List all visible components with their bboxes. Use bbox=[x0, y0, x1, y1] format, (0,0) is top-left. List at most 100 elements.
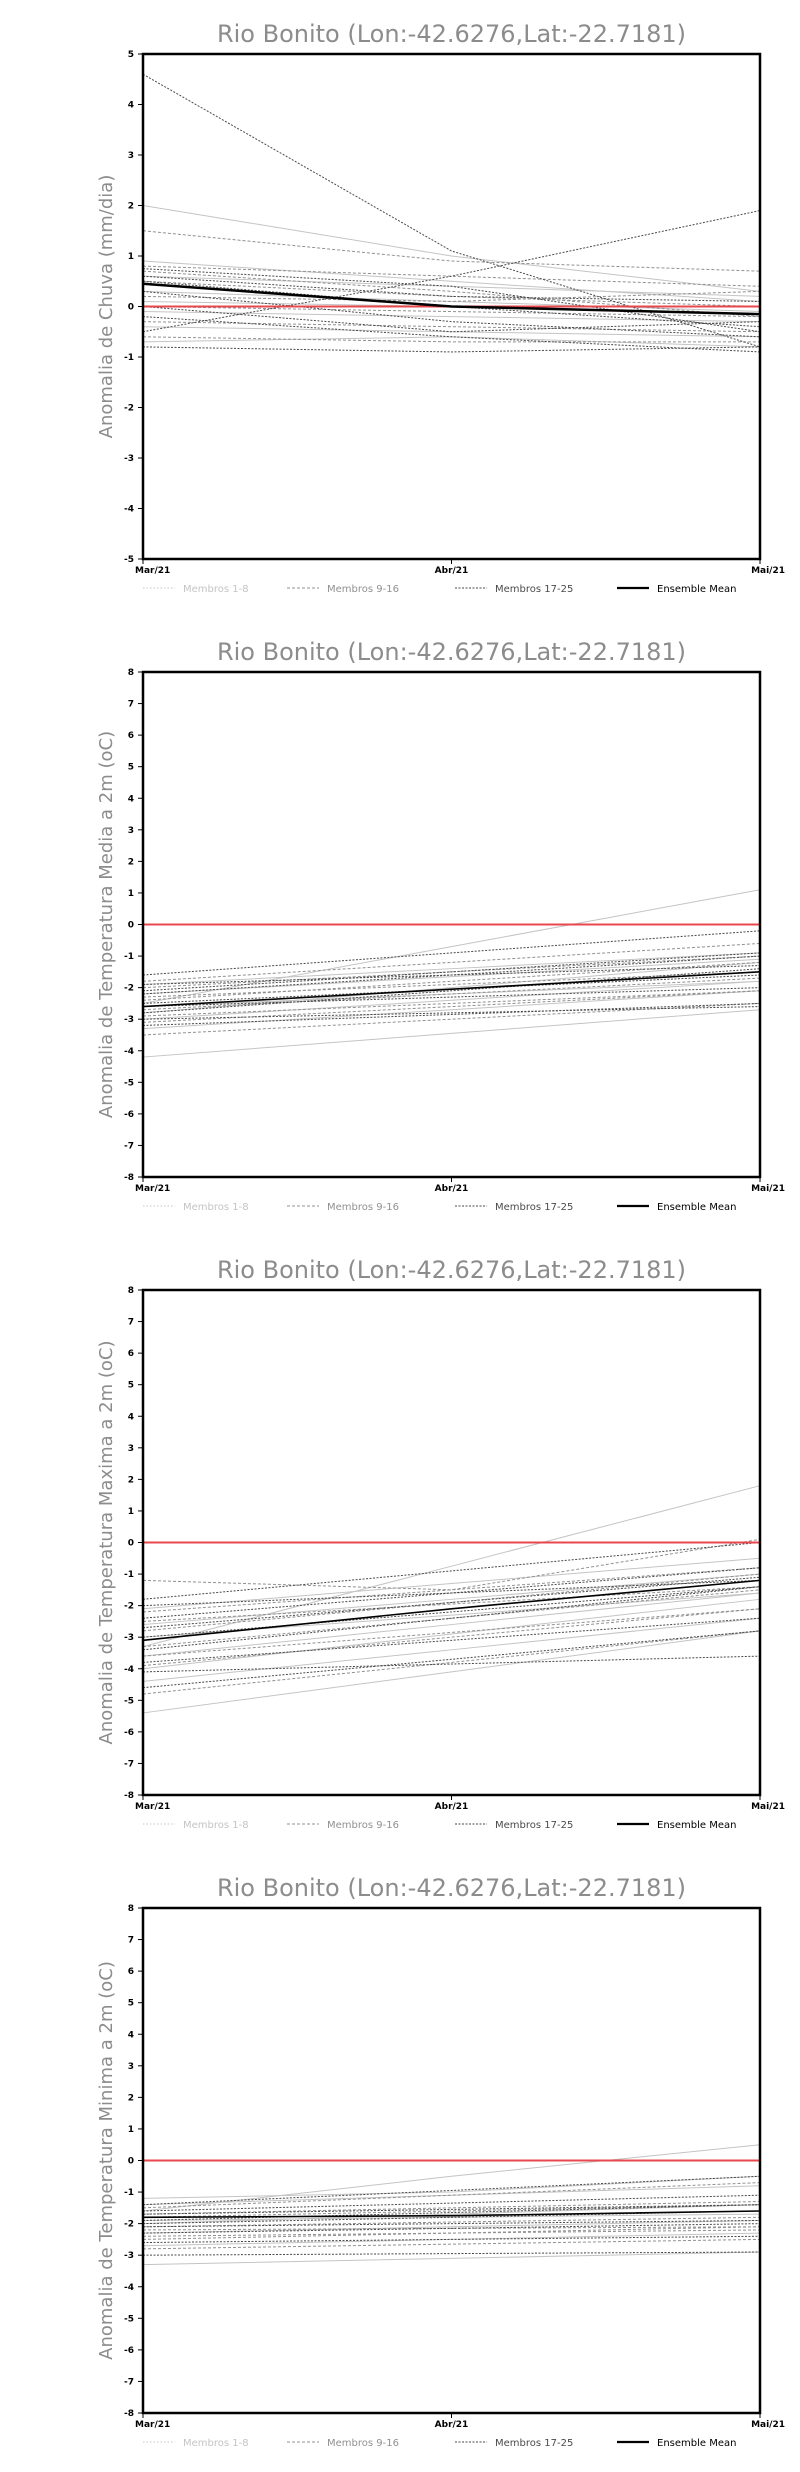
y-tick-label: 4 bbox=[128, 1412, 134, 1422]
x-tick-label: Mai/21 bbox=[751, 566, 785, 576]
series-line-members-17-25-25 bbox=[142, 275, 761, 302]
series-line-members-17-25-25 bbox=[142, 1630, 761, 1689]
series-line-members-9-16-9 bbox=[142, 942, 761, 982]
series-line-members-9-16-12 bbox=[142, 955, 761, 989]
x-tick-label: Mai/21 bbox=[751, 2420, 785, 2430]
series-line-members-1-8-6 bbox=[142, 1617, 761, 1682]
legend-label: Membros 17-25 bbox=[495, 2438, 573, 2449]
y-tick-label: -1 bbox=[124, 1570, 134, 1580]
legend-label: Ensemble Mean bbox=[657, 1820, 736, 1831]
y-tick-label: -8 bbox=[124, 2409, 134, 2419]
y-tick-label: -7 bbox=[124, 2377, 134, 2387]
plot-frame bbox=[141, 1906, 762, 2415]
series-line-members-17-25-19 bbox=[142, 268, 761, 333]
y-tick-label: -2 bbox=[124, 1602, 134, 1612]
series-line-members-9-16-16 bbox=[142, 1608, 761, 1657]
series-line-members-9-16-13 bbox=[142, 1589, 761, 1648]
chart-title: Rio Bonito (Lon:-42.6276,Lat:-22.7181) bbox=[217, 20, 686, 48]
legend-label: Membros 9-16 bbox=[327, 1820, 399, 1831]
x-tick-label: Abr/21 bbox=[435, 1802, 469, 1812]
y-axis-label: Anomalia de Chuva (mm/dia) bbox=[96, 175, 117, 439]
y-tick-label: 2 bbox=[128, 202, 134, 212]
y-tick-label: 7 bbox=[128, 1936, 134, 1946]
series-line-members-9-16-16 bbox=[142, 290, 761, 302]
y-tick-label: 3 bbox=[128, 151, 134, 161]
y-tick-label: -4 bbox=[124, 2283, 134, 2293]
series-line-members-9-16-16 bbox=[142, 2229, 761, 2237]
series-line-members-1-8-4 bbox=[142, 958, 761, 995]
series-line-members-1-8-4 bbox=[142, 1573, 761, 1626]
x-tick-label: Abr/21 bbox=[435, 566, 469, 576]
series-line-members-17-25-25 bbox=[142, 2219, 761, 2228]
legend-label: Membros 17-25 bbox=[495, 584, 573, 595]
series-line-members-9-16-12 bbox=[142, 2201, 761, 2215]
series-line-members-17-25-18 bbox=[142, 952, 761, 992]
series-line-members-1-8-7 bbox=[142, 1557, 761, 1610]
series-line-members-9-16-9 bbox=[142, 2182, 761, 2209]
series-line-members-9-16-9 bbox=[142, 1538, 761, 1591]
series-line-members-1-8-2 bbox=[142, 1630, 761, 1714]
plot-frame bbox=[141, 670, 762, 1179]
series-line-members-17-25-19 bbox=[142, 2210, 761, 2225]
series-line-members-9-16-15 bbox=[142, 2204, 761, 2218]
series-line-members-9-16-12 bbox=[142, 1567, 761, 1613]
y-tick-label: 2 bbox=[128, 857, 134, 867]
y-axis-label: Anomalia de Temperatura Minima a 2m (oC) bbox=[96, 1961, 117, 2360]
series-line-members-1-8-5 bbox=[142, 1592, 761, 1657]
series-line-members-9-16-12 bbox=[142, 306, 761, 318]
y-tick-label: 5 bbox=[128, 50, 134, 60]
legend-label: Ensemble Mean bbox=[657, 1202, 736, 1213]
y-tick-label: -2 bbox=[124, 2220, 134, 2230]
legend-label: Ensemble Mean bbox=[657, 584, 736, 595]
y-tick-label: -3 bbox=[124, 2251, 134, 2261]
series-line-members-17-25-22 bbox=[142, 1002, 761, 1026]
y-tick-label: 6 bbox=[128, 731, 134, 741]
legend-label: Membros 1-8 bbox=[183, 2438, 249, 2449]
series-line-members-9-16-11 bbox=[142, 2226, 761, 2240]
y-tick-label: -1 bbox=[124, 952, 134, 962]
y-tick-label: -3 bbox=[124, 454, 134, 464]
series-line-members-1-8-3 bbox=[142, 1598, 761, 1670]
series-line-members-9-16-13 bbox=[142, 321, 761, 333]
y-tick-label: -3 bbox=[124, 1633, 134, 1643]
x-tick-label: Mai/21 bbox=[751, 1184, 785, 1194]
legend-label: Membros 17-25 bbox=[495, 1202, 573, 1213]
series-line-members-17-25-22 bbox=[142, 2235, 761, 2244]
x-tick-label: Mar/21 bbox=[135, 2420, 170, 2430]
series-line-members-1-8-8 bbox=[142, 980, 761, 1008]
x-tick-label: Mar/21 bbox=[135, 1802, 170, 1812]
legend-label: Membros 17-25 bbox=[495, 1820, 573, 1831]
chart-title: Rio Bonito (Lon:-42.6276,Lat:-22.7181) bbox=[217, 1874, 686, 1902]
series-line-members-9-16-11 bbox=[142, 1608, 761, 1667]
y-tick-label: -4 bbox=[124, 1047, 134, 1057]
series-line-members-1-8-6 bbox=[142, 990, 761, 1030]
series-line-members-17-25-22 bbox=[142, 306, 761, 333]
y-tick-label: -8 bbox=[124, 1791, 134, 1801]
y-tick-label: -6 bbox=[124, 2346, 134, 2356]
y-axis-label: Anomalia de Temperatura Maxima a 2m (oC) bbox=[96, 1341, 117, 1745]
y-tick-label: -5 bbox=[124, 1696, 134, 1706]
series-line-ensemble-mean bbox=[142, 1579, 761, 1642]
series-line-members-17-25-24 bbox=[142, 1579, 761, 1607]
y-tick-label: 1 bbox=[128, 889, 134, 899]
series-line-members-17-25-21 bbox=[142, 2204, 761, 2221]
series-line-members-17-25-17 bbox=[142, 1542, 761, 1600]
series-line-members-1-8-4 bbox=[142, 2185, 761, 2206]
series-line-members-1-8-3 bbox=[142, 290, 761, 313]
series-line-members-17-25-20 bbox=[142, 2251, 761, 2256]
y-tick-label: 8 bbox=[128, 1904, 134, 1914]
legend-label: Membros 9-16 bbox=[327, 2438, 399, 2449]
series-line-members-9-16-13 bbox=[142, 2226, 761, 2231]
series-line-members-9-16-15 bbox=[142, 971, 761, 998]
series-line-members-1-8-7 bbox=[142, 2175, 761, 2199]
y-tick-label: 1 bbox=[128, 2125, 134, 2135]
y-tick-label: 0 bbox=[128, 303, 134, 313]
series-line-members-1-8-3 bbox=[142, 980, 761, 1020]
series-line-members-17-25-17 bbox=[142, 2175, 761, 2206]
series-line-members-1-8-1 bbox=[142, 205, 761, 292]
y-tick-label: 8 bbox=[128, 668, 134, 678]
y-tick-label: 5 bbox=[128, 763, 134, 773]
y-tick-label: 2 bbox=[128, 2093, 134, 2103]
chart-panel-4: Rio Bonito (Lon:-42.6276,Lat:-22.7181) An… bbox=[96, 1874, 785, 2449]
